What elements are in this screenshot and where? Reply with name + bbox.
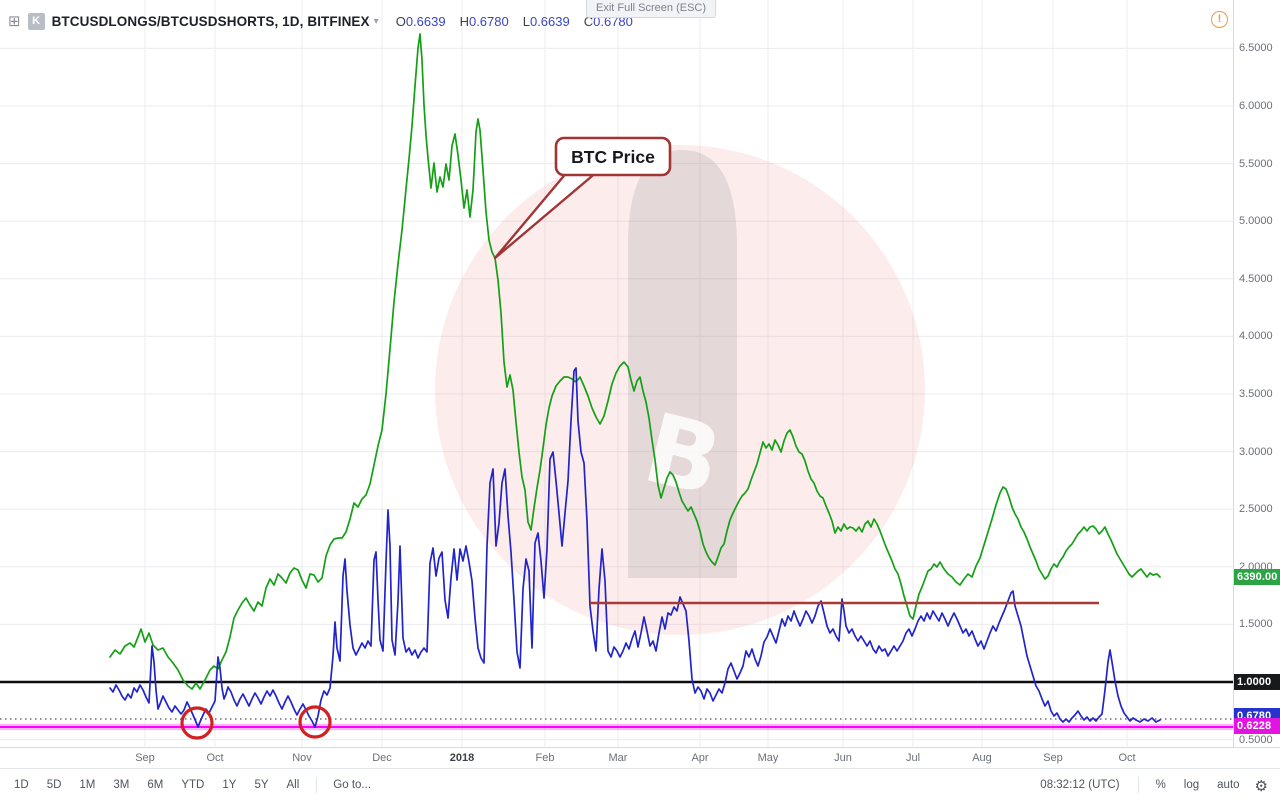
price-tick-label: 4.5000 (1239, 272, 1273, 285)
time-axis[interactable]: Sep Oct Nov Dec 2018 Feb Mar Apr May Jun Jul Aug Sep… (0, 747, 1280, 769)
settings-gear-icon[interactable]: ⚙ (1254, 777, 1268, 795)
toolbar-divider (316, 776, 318, 793)
range-button-5d[interactable]: 5D (46, 778, 62, 791)
price-tick-label: 3.5000 (1239, 388, 1273, 400)
price-badge: 0.6228 (1234, 718, 1280, 734)
range-button-3m[interactable]: 3M (113, 778, 130, 791)
time-axis-label: Nov (292, 752, 312, 764)
time-axis-label: Aug (972, 752, 992, 764)
time-axis-label: 2018 (449, 752, 475, 764)
price-tick-label: 1.5000 (1239, 618, 1273, 631)
time-axis-label: Jun (834, 752, 852, 764)
gridlines (0, 0, 1233, 747)
price-badge: 1.0000 (1234, 674, 1280, 690)
range-buttons: 1D 5D 1M 3M 6M YTD 1Y 5Y All (0, 775, 308, 795)
range-button-all[interactable]: All (286, 778, 300, 791)
time-axis-label: Jul (905, 752, 921, 764)
price-tick-label: 0.5000 (1239, 733, 1273, 746)
goto-button[interactable]: Go to... (333, 778, 372, 791)
exit-fullscreen-tooltip: Exit Full Screen (ESC) (586, 0, 717, 18)
btc-price-callout[interactable]: BTC Price (493, 136, 672, 260)
watermark-logo: B (435, 145, 925, 635)
price-tick-label: 5.0000 (1239, 215, 1273, 228)
range-button-1y[interactable]: 1Y (222, 778, 237, 791)
highlight-circle[interactable] (180, 706, 214, 740)
price-tick-label: 3.0000 (1239, 445, 1273, 458)
price-tick-label: 6.5000 (1239, 42, 1273, 55)
clock[interactable]: 08:32:12 (UTC) (1040, 778, 1120, 791)
price-tick-label: 5.5000 (1239, 157, 1273, 170)
percent-scale-button[interactable]: % (1155, 778, 1166, 791)
range-button-5y[interactable]: 5Y (254, 778, 269, 791)
bottom-toolbar: 1D 5D 1M 3M 6M YTD 1Y 5Y All Go to... 08:32:12 (… (0, 768, 1280, 800)
range-button-ytd[interactable]: YTD (181, 778, 205, 791)
ohlc-o: O0.6639 (395, 13, 446, 29)
price-tick-label: 2.5000 (1239, 503, 1273, 516)
btc-price-line[interactable] (109, 33, 1161, 690)
log-scale-button[interactable]: log (1183, 778, 1200, 791)
exchange-logo-icon: K (27, 12, 45, 30)
time-axis-label: Mar (608, 752, 628, 764)
price-tick-label: 4.0000 (1239, 330, 1273, 343)
time-axis-label: Sep (135, 752, 155, 764)
ohlc-h: H0.6780 (459, 13, 509, 29)
chart-canvas[interactable]: B BTC Price (0, 0, 1233, 747)
time-axis-label: Oct (206, 752, 224, 764)
add-symbol-icon[interactable]: ⊞ (8, 12, 21, 30)
range-button-1m[interactable]: 1M (79, 778, 96, 791)
price-badge: 6390.00 (1234, 569, 1280, 585)
ohlc-l: L0.6639 (522, 13, 570, 29)
chevron-down-icon[interactable]: ▾ (373, 15, 379, 27)
time-axis-label: Dec (372, 752, 392, 764)
time-axis-label: May (757, 752, 779, 764)
auto-scale-button[interactable]: auto (1217, 778, 1240, 791)
price-axis[interactable]: 6.5000 6.0000 5.5000 5.0000 4.5000 4.0000 3.50… (1233, 0, 1280, 747)
time-axis-label: Apr (691, 752, 709, 764)
svg-text:BTC Price: BTC Price (571, 147, 655, 167)
toolbar-divider (1137, 776, 1139, 793)
symbol-title[interactable]: BTCUSDLONGS/BTCUSDSHORTS, 1D, BITFINEX (51, 13, 370, 29)
warning-icon[interactable]: ! (1211, 11, 1228, 28)
time-axis-label: Oct (1118, 752, 1136, 764)
longs-shorts-ratio-line[interactable] (109, 367, 1161, 728)
time-axis-label: Sep (1043, 752, 1063, 764)
range-button-6m[interactable]: 6M (147, 778, 164, 791)
time-axis-label: Feb (535, 752, 555, 764)
highlight-circle[interactable] (298, 705, 332, 739)
price-tick-label: 6.0000 (1239, 100, 1273, 112)
symbol-legend[interactable]: ⊞ K BTCUSDLONGS/BTCUSDSHORTS, 1D, BITFIN… (8, 10, 633, 32)
range-button-1d[interactable]: 1D (14, 778, 29, 791)
